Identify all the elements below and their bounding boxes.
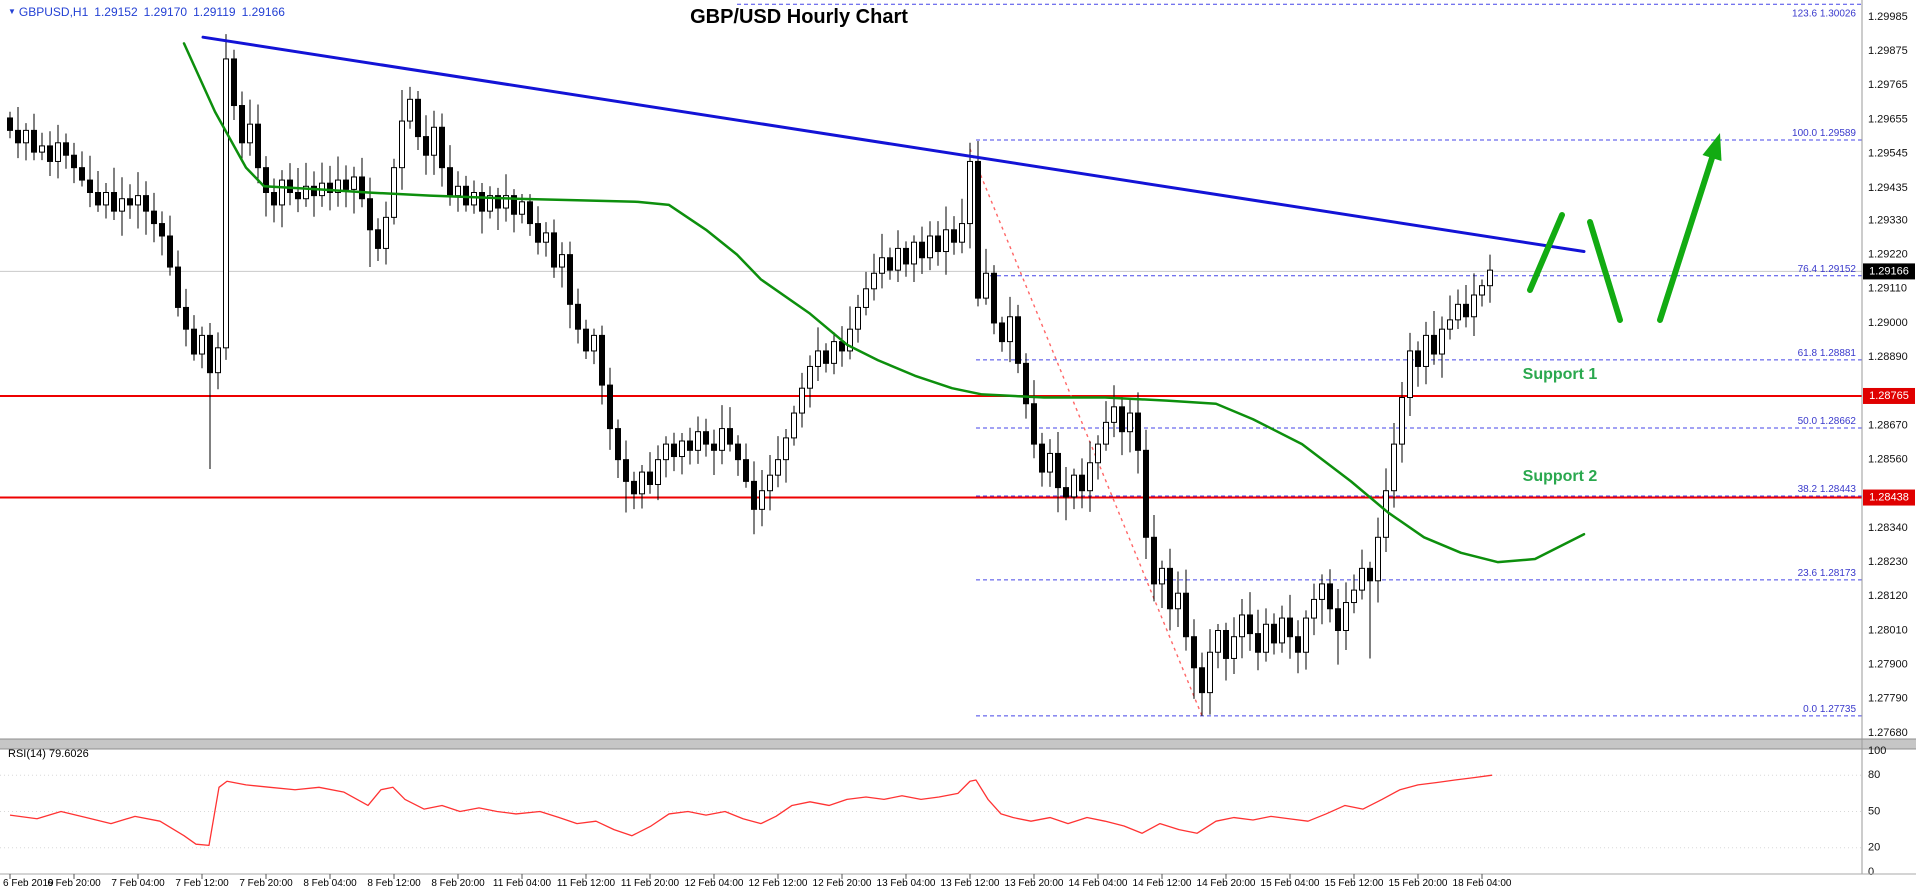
svg-text:1.29765: 1.29765 [1868, 79, 1908, 91]
svg-text:14 Feb 12:00: 14 Feb 12:00 [1133, 878, 1192, 889]
svg-text:14 Feb 20:00: 14 Feb 20:00 [1197, 878, 1256, 889]
svg-text:12 Feb 12:00: 12 Feb 12:00 [749, 878, 808, 889]
svg-text:8 Feb 20:00: 8 Feb 20:00 [431, 878, 485, 889]
support-lines [0, 394, 1862, 499]
page-title: GBP/USD Hourly Chart [690, 6, 908, 28]
svg-text:13 Feb 04:00: 13 Feb 04:00 [877, 878, 936, 889]
ohlc-high: 1.29170 [143, 5, 188, 19]
fall-trend-dotted-line [969, 148, 1203, 717]
svg-text:38.2 1.28443: 38.2 1.28443 [1798, 484, 1857, 495]
svg-text:50: 50 [1868, 805, 1880, 817]
svg-text:11 Feb 12:00: 11 Feb 12:00 [557, 878, 616, 889]
moving-average-line [182, 42, 1586, 564]
ohlc-low: 1.29119 [193, 5, 236, 19]
pane-divider [0, 0, 1916, 874]
svg-text:61.8 1.28881: 61.8 1.28881 [1798, 348, 1857, 359]
svg-text:1.28010: 1.28010 [1868, 624, 1908, 636]
support1-label: Support 1 [1522, 366, 1598, 383]
chevron-down-icon[interactable]: ▼ [8, 7, 16, 16]
svg-text:1.28560: 1.28560 [1868, 454, 1908, 466]
svg-text:0: 0 [1868, 866, 1874, 878]
svg-text:1.28670: 1.28670 [1868, 419, 1908, 431]
svg-text:123.6 1.30026: 123.6 1.30026 [1792, 8, 1856, 19]
svg-text:7 Feb 20:00: 7 Feb 20:00 [239, 878, 293, 889]
fibonacci-retracement: 123.6 1.30026 100.0 1.29589 76.4 1.29152 61… [737, 3, 1862, 717]
svg-text:50.0 1.28662: 50.0 1.28662 [1798, 416, 1857, 427]
svg-text:15 Feb 20:00: 15 Feb 20:00 [1389, 878, 1448, 889]
svg-text:8 Feb 04:00: 8 Feb 04:00 [303, 878, 357, 889]
projection-arrows [1527, 133, 1722, 323]
svg-text:7 Feb 12:00: 7 Feb 12:00 [175, 878, 229, 889]
svg-text:7 Feb 04:00: 7 Feb 04:00 [111, 878, 165, 889]
ohlc-open: 1.29152 [94, 5, 138, 19]
svg-text:13 Feb 20:00: 13 Feb 20:00 [1005, 878, 1064, 889]
support2-label: Support 2 [1522, 468, 1598, 485]
rsi-indicator-label: RSI(14) 79.6026 [8, 748, 89, 760]
svg-text:1.29435: 1.29435 [1868, 182, 1908, 194]
symbol-info[interactable]: ▼ GBPUSD,H1 1.29152 1.29170 1.29119 1.29166 [8, 5, 291, 19]
svg-text:1.29985: 1.29985 [1868, 11, 1908, 23]
svg-text:1.28765: 1.28765 [1869, 390, 1909, 402]
svg-text:1.27900: 1.27900 [1868, 659, 1908, 671]
svg-text:1.27680: 1.27680 [1868, 727, 1908, 739]
svg-text:18 Feb 04:00: 18 Feb 04:00 [1453, 878, 1512, 889]
svg-text:1.27790: 1.27790 [1868, 693, 1908, 705]
rsi-pane: 100 80 50 20 0 [0, 745, 1886, 878]
svg-text:1.28230: 1.28230 [1868, 556, 1908, 568]
svg-text:12 Feb 20:00: 12 Feb 20:00 [813, 878, 872, 889]
svg-text:1.28438: 1.28438 [1869, 491, 1909, 503]
svg-text:1.29875: 1.29875 [1868, 45, 1908, 57]
svg-text:0.0 1.27735: 0.0 1.27735 [1803, 704, 1856, 715]
svg-text:1.29110: 1.29110 [1868, 283, 1907, 295]
svg-text:14 Feb 04:00: 14 Feb 04:00 [1069, 878, 1128, 889]
price-axis[interactable]: 1.29985 1.29875 1.29765 1.29655 1.29545 1.294… [1863, 11, 1915, 739]
svg-text:1.29220: 1.29220 [1868, 249, 1908, 261]
svg-text:12 Feb 04:00: 12 Feb 04:00 [685, 878, 744, 889]
svg-text:1.29000: 1.29000 [1868, 317, 1908, 329]
svg-text:1.28340: 1.28340 [1868, 522, 1908, 534]
svg-text:1.29545: 1.29545 [1868, 148, 1908, 160]
svg-text:13 Feb 12:00: 13 Feb 12:00 [941, 878, 1000, 889]
svg-text:15 Feb 12:00: 15 Feb 12:00 [1325, 878, 1384, 889]
svg-text:23.6 1.28173: 23.6 1.28173 [1798, 568, 1857, 579]
svg-text:1.28120: 1.28120 [1868, 590, 1908, 602]
svg-text:76.4 1.29152: 76.4 1.29152 [1798, 264, 1857, 275]
svg-text:1.28890: 1.28890 [1868, 351, 1908, 363]
svg-text:1.29166: 1.29166 [1869, 265, 1909, 277]
svg-text:8 Feb 12:00: 8 Feb 12:00 [367, 878, 421, 889]
svg-text:6 Feb 20:00: 6 Feb 20:00 [47, 878, 101, 889]
ohlc-close: 1.29166 [241, 5, 285, 19]
svg-text:80: 80 [1868, 769, 1880, 781]
descending-trendline [201, 35, 1586, 254]
svg-text:20: 20 [1868, 842, 1880, 854]
symbol-name: GBPUSD,H1 [18, 5, 89, 19]
svg-text:1.29330: 1.29330 [1868, 214, 1908, 226]
svg-text:11 Feb 20:00: 11 Feb 20:00 [621, 878, 680, 889]
svg-text:100.0 1.29589: 100.0 1.29589 [1792, 128, 1856, 139]
candlestick-series [7, 34, 1493, 716]
svg-text:11 Feb 04:00: 11 Feb 04:00 [493, 878, 552, 889]
svg-text:6 Feb 2019: 6 Feb 2019 [3, 878, 54, 889]
svg-text:1.29655: 1.29655 [1868, 113, 1908, 125]
svg-text:15 Feb 04:00: 15 Feb 04:00 [1261, 878, 1320, 889]
svg-text:100: 100 [1868, 745, 1886, 757]
